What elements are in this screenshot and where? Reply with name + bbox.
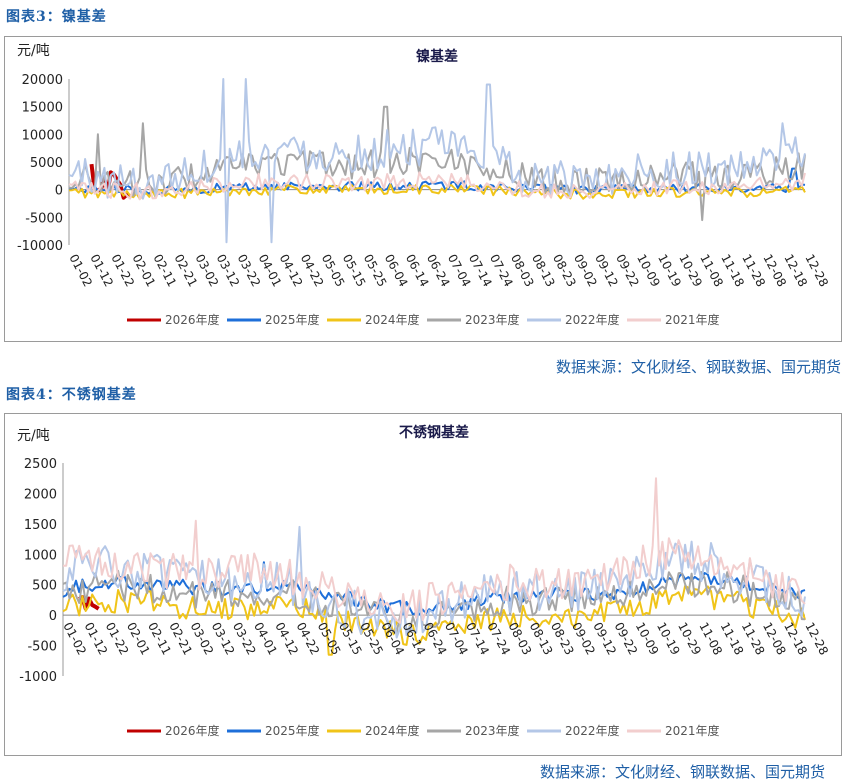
series-line-2023年度 (69, 105, 806, 222)
stainless-basis-chart: 不锈钢基差元/吨25002000150010005000-500-100001-… (17, 424, 831, 738)
legend-label: 2025年度 (265, 312, 320, 327)
legend-label: 2024年度 (365, 723, 420, 738)
series-line-2022年度 (62, 525, 806, 639)
legend-label: 2023年度 (465, 312, 520, 327)
y-tick-label: 0 (49, 609, 57, 624)
legend-label: 2026年度 (165, 723, 220, 738)
y-tick-label: -5000 (25, 211, 63, 226)
stainless-chart-frame: 不锈钢基差 元/吨 2500 2000 1500 1000 500 0 -500 -1000 01-… (4, 413, 842, 756)
legend-label: 2023年度 (465, 723, 520, 738)
figure-3-source: 数据来源：文化财经、钢联数据、国元期货 (555, 358, 841, 376)
legend-label: 2021年度 (665, 723, 720, 738)
y-tick-label: 0 (55, 184, 63, 199)
y-tick-label: 1000 (24, 548, 57, 563)
y-tick-label: 2000 (24, 487, 57, 502)
y-tick-label: 15000 (22, 101, 63, 116)
chart-title: 不锈钢基差 (399, 424, 469, 441)
y-tick-label: 500 (32, 579, 57, 594)
chart-title: 镍基差 (416, 48, 458, 65)
legend-label: 2021年度 (665, 312, 720, 327)
legend-label: 2026年度 (165, 312, 220, 327)
figure-3-title: 图表3：镍基差 (6, 9, 107, 25)
legend-label: 2022年度 (565, 312, 620, 327)
y-axis-label: 元/吨 (17, 43, 50, 59)
figure-4-source: 数据来源：文化财经、钢联数据、国元期货 (539, 763, 825, 781)
legend-label: 2024年度 (365, 312, 420, 327)
series-line-2024年度 (68, 183, 806, 200)
nickel-chart-frame: 镍基差 元/吨 20000 15000 10000 5000 0 -5000 -10000 01-… (4, 36, 842, 342)
y-tick-label: 1500 (24, 518, 57, 533)
nickel-basis-chart: 镍基差元/吨20000150001000050000-5000-1000001-… (17, 43, 831, 327)
legend-label: 2022年度 (565, 723, 620, 738)
series-line-2021年度 (68, 171, 806, 201)
y-tick-label: -10000 (17, 239, 63, 254)
y-tick-label: 2500 (24, 457, 57, 472)
y-tick-label: 10000 (22, 128, 63, 143)
legend-label: 2025年度 (265, 723, 320, 738)
series-line-2022年度 (68, 78, 806, 244)
y-tick-label: -1000 (19, 670, 57, 685)
figure-4-title: 图表4：不锈钢基差 (6, 387, 137, 403)
y-tick-label: 5000 (30, 156, 63, 171)
y-axis-label: 元/吨 (17, 428, 50, 444)
y-tick-label: 20000 (22, 73, 63, 88)
series-line-2021年度 (63, 477, 806, 624)
series-line-2024年度 (62, 584, 806, 656)
y-tick-label: -500 (27, 640, 57, 655)
